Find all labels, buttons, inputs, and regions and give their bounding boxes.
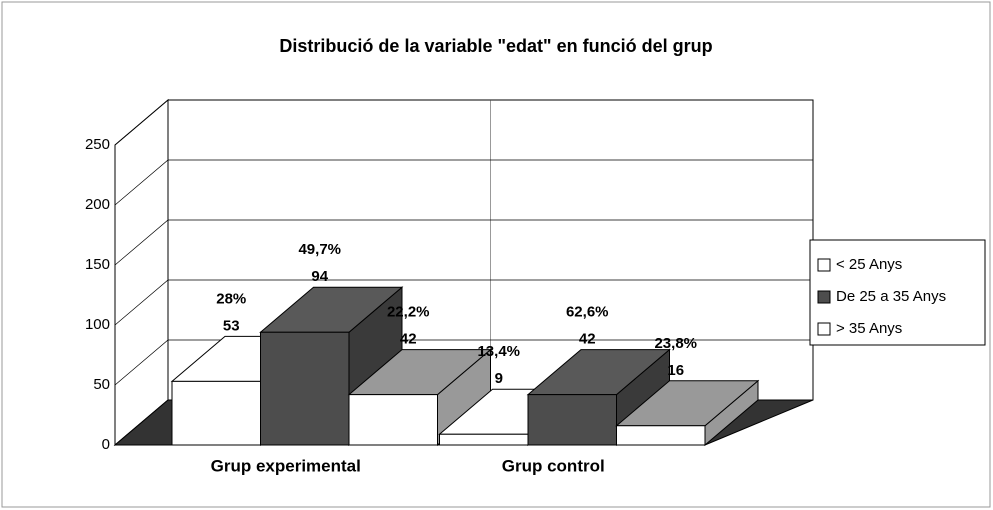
y-tick-label: 150 bbox=[85, 256, 110, 273]
chart-title: Distribució de la variable "edat" en fun… bbox=[279, 36, 712, 56]
percent-label: 13,4% bbox=[477, 343, 520, 360]
bar-front bbox=[616, 425, 706, 446]
bar-front bbox=[439, 433, 529, 446]
grid-line bbox=[114, 279, 813, 326]
bar-front bbox=[260, 331, 350, 446]
data-label: 16 bbox=[667, 362, 684, 379]
percent-label: 23,8% bbox=[654, 335, 697, 352]
bar bbox=[615, 379, 760, 447]
data-label: 42 bbox=[579, 331, 596, 348]
bar-front bbox=[527, 394, 617, 446]
data-label: 53 bbox=[223, 317, 240, 334]
legend-swatch bbox=[817, 290, 831, 304]
data-label: 42 bbox=[400, 331, 417, 348]
bar-front bbox=[348, 394, 438, 446]
bar-front bbox=[171, 380, 261, 446]
percent-label: 28% bbox=[216, 290, 246, 307]
side-wall bbox=[114, 98, 169, 447]
x-tick-label: Grup control bbox=[502, 456, 605, 475]
y-tick-label: 250 bbox=[85, 136, 110, 153]
percent-label: 49,7% bbox=[298, 241, 341, 258]
y-tick-label: 200 bbox=[85, 196, 110, 213]
y-tick-label: 100 bbox=[85, 316, 110, 333]
grid-line bbox=[114, 219, 813, 266]
x-tick-label: Grup experimental bbox=[211, 456, 361, 475]
legend-swatch bbox=[817, 258, 831, 272]
y-tick-label: 50 bbox=[93, 376, 110, 393]
grid-line bbox=[114, 99, 813, 146]
data-label: 9 bbox=[495, 370, 503, 387]
legend-swatch bbox=[817, 322, 831, 336]
data-label: 94 bbox=[311, 268, 328, 285]
legend-box bbox=[809, 239, 986, 346]
legend-label: De 25 a 35 Anys bbox=[836, 288, 946, 305]
percent-label: 22,2% bbox=[387, 304, 430, 321]
grid-line bbox=[114, 159, 813, 206]
y-tick-label: 0 bbox=[102, 436, 110, 453]
legend-label: < 25 Anys bbox=[836, 256, 902, 273]
legend-label: > 35 Anys bbox=[836, 320, 902, 337]
grid-line bbox=[114, 339, 813, 386]
percent-label: 62,6% bbox=[566, 304, 609, 321]
bar bbox=[347, 348, 492, 447]
